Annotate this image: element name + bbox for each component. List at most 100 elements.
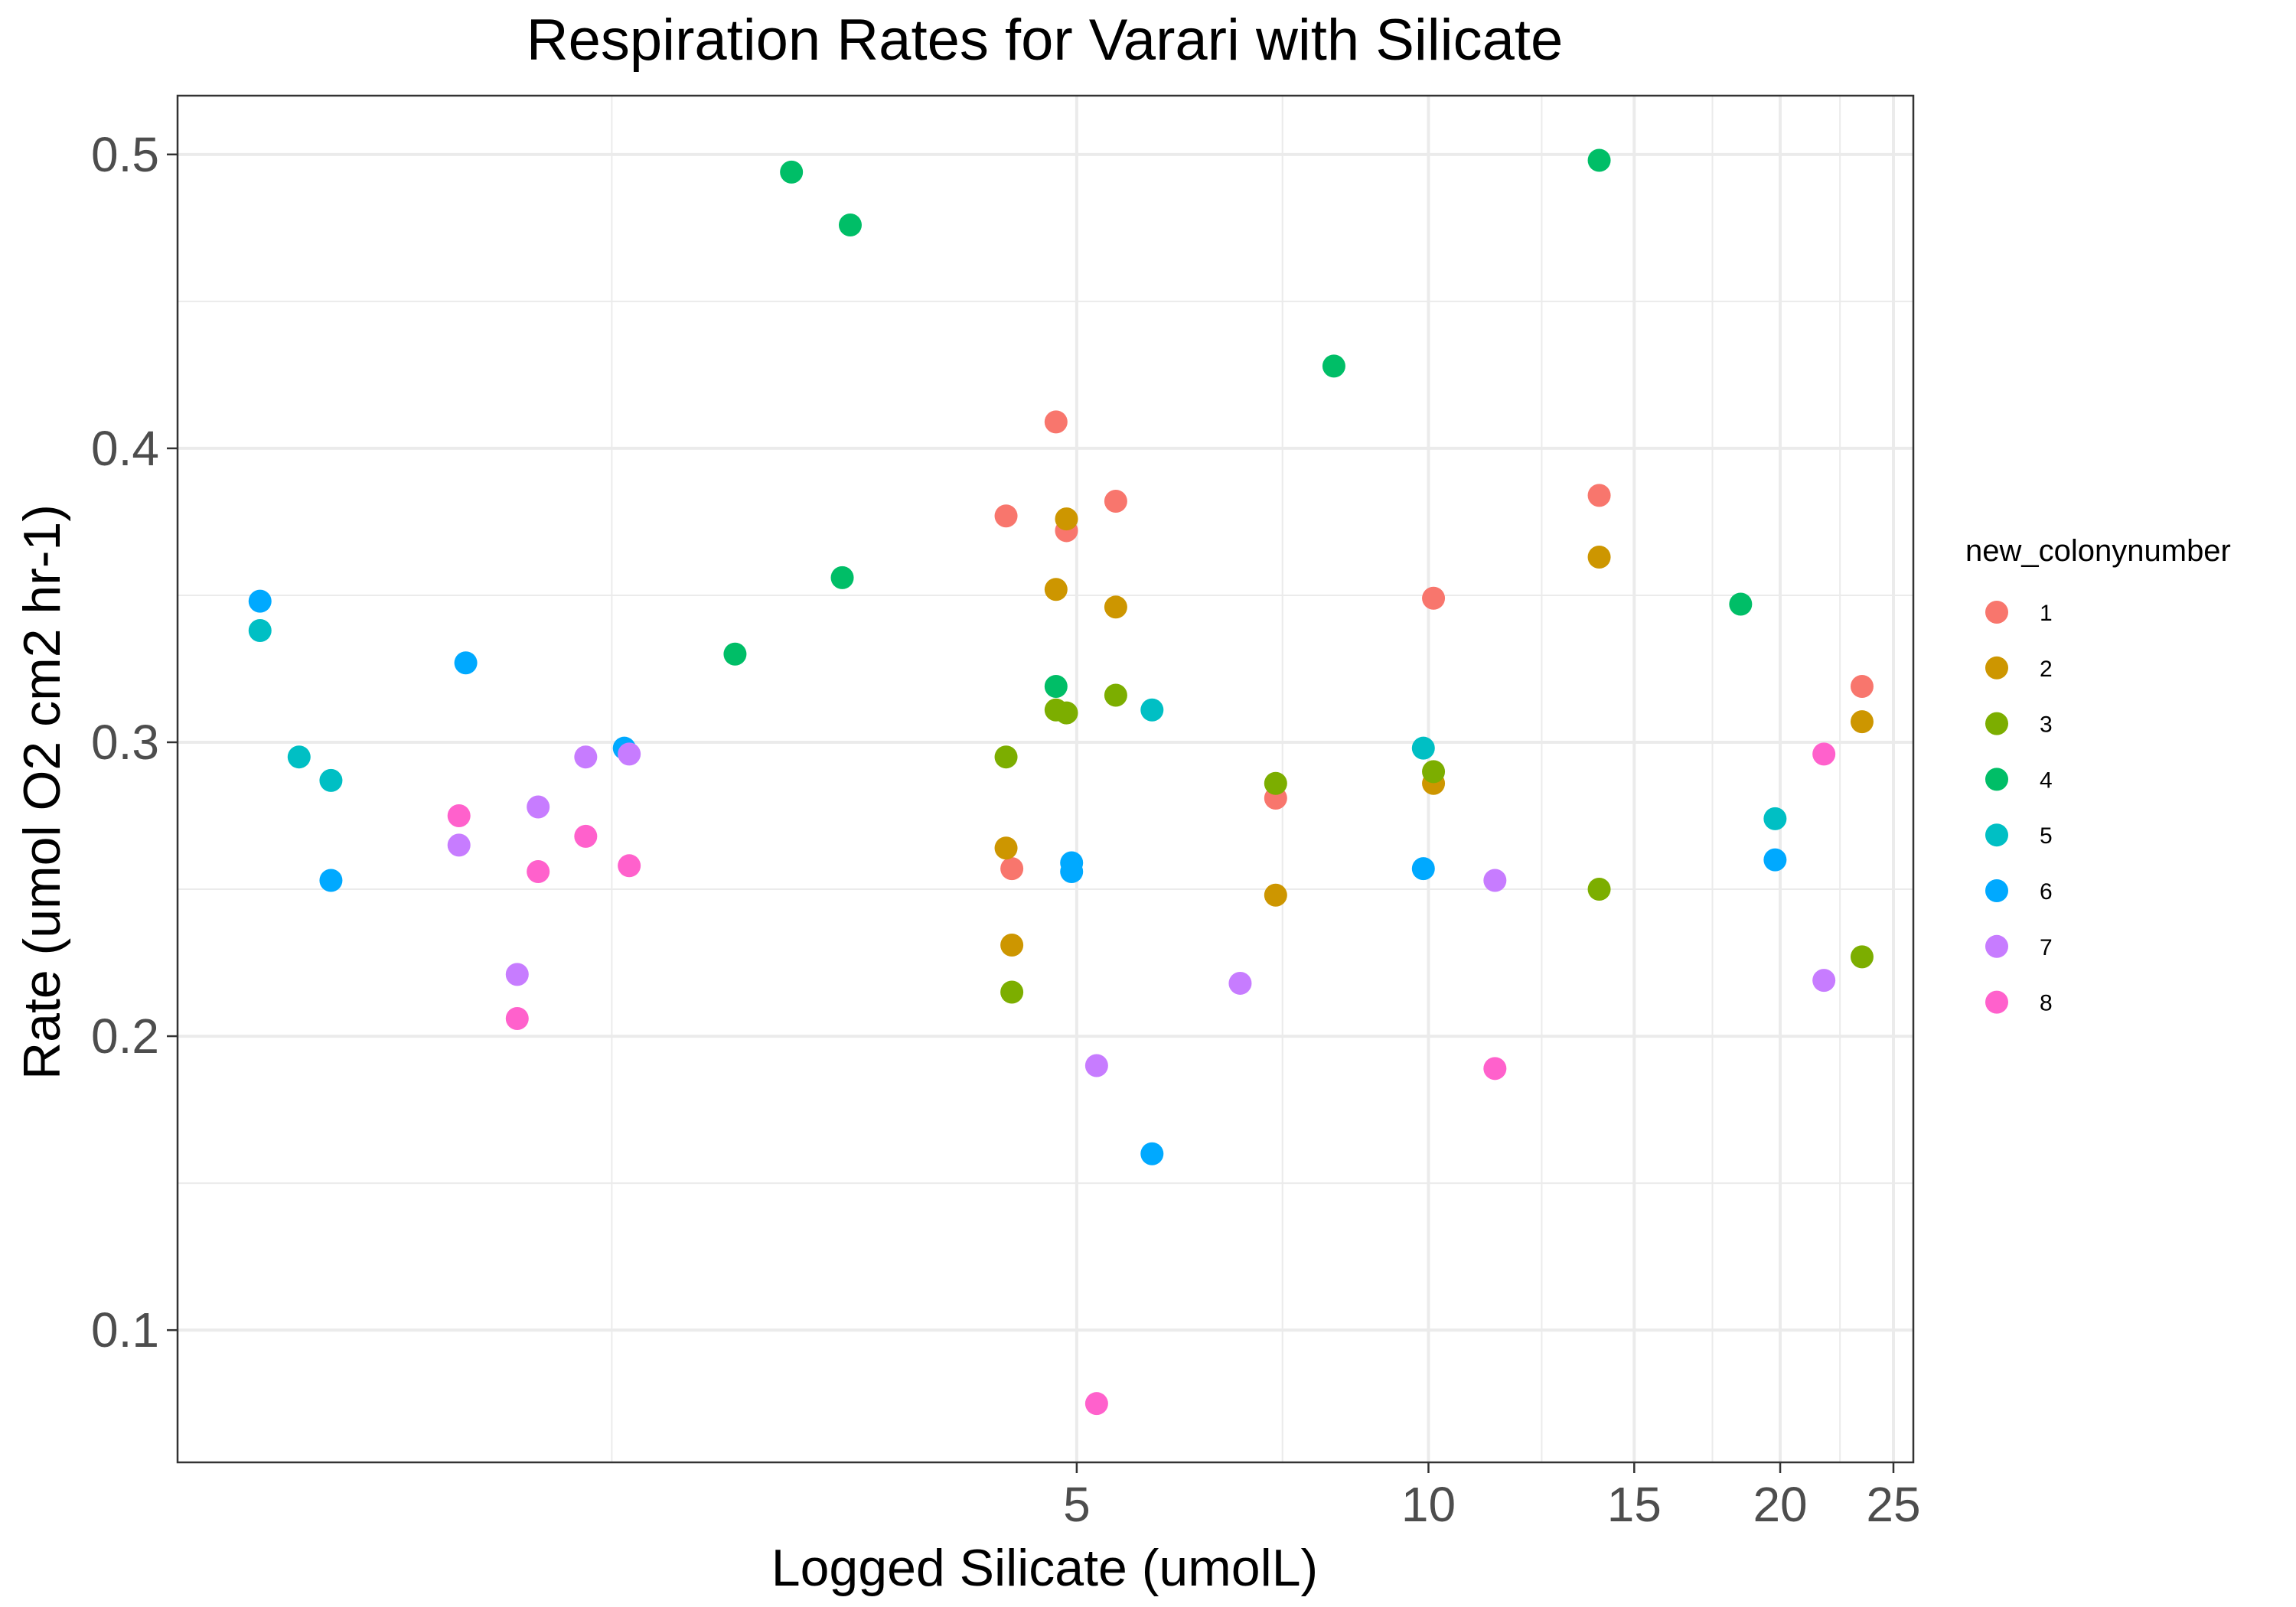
panel-border: [176, 94, 1915, 1464]
data-point-series-4: [780, 160, 804, 184]
legend-items: 1 2 3 4 5 6 7 8: [1985, 601, 2053, 1016]
data-point-series-1: [1104, 490, 1127, 513]
data-point-series-8: [1084, 1392, 1108, 1416]
legend-label-8: 8: [2040, 991, 2053, 1016]
data-point-series-1: [1850, 675, 1874, 699]
data-point-series-3: [1850, 945, 1874, 969]
data-point-series-5: [248, 619, 272, 643]
data-point-series-8: [1483, 1057, 1507, 1081]
data-point-series-8: [618, 854, 641, 878]
data-point-series-4: [1729, 592, 1753, 616]
data-point-series-6: [454, 651, 478, 675]
data-points: [248, 148, 1874, 1416]
data-point-series-4: [723, 642, 747, 666]
legend-key-5: [1985, 823, 2008, 847]
y-tick-label: 0.5: [91, 127, 159, 182]
y-tick-label: 0.3: [91, 715, 159, 770]
data-point-series-8: [527, 859, 550, 883]
data-point-series-6: [1411, 857, 1435, 881]
y-tick-label: 0.4: [91, 421, 159, 476]
data-point-series-8: [1812, 742, 1836, 766]
data-point-series-4: [1322, 354, 1345, 378]
data-point-series-8: [574, 824, 598, 848]
y-axis-title: Rate (umol O2 cm2 hr-1): [13, 504, 71, 1080]
data-point-series-3: [1264, 771, 1287, 795]
data-point-series-7: [447, 833, 471, 857]
data-point-series-8: [447, 804, 471, 828]
legend-label-1: 1: [2040, 601, 2053, 626]
data-point-series-4: [1044, 675, 1068, 699]
data-point-series-2: [1264, 883, 1287, 907]
data-point-series-1: [1422, 586, 1446, 610]
legend-key-2: [1985, 656, 2008, 680]
data-point-series-7: [1483, 869, 1507, 892]
data-point-series-8: [505, 1007, 529, 1031]
legend-label-5: 5: [2040, 823, 2053, 849]
data-point-series-1: [1587, 484, 1611, 507]
legend-key-4: [1985, 768, 2008, 791]
data-point-series-1: [994, 504, 1018, 528]
data-point-series-4: [830, 566, 854, 589]
data-point-series-2: [1104, 595, 1127, 619]
data-point-series-5: [319, 768, 343, 792]
data-point-series-7: [1084, 1054, 1108, 1077]
legend-key-3: [1985, 712, 2008, 735]
data-point-series-5: [1763, 807, 1787, 830]
data-point-series-2: [1000, 934, 1024, 957]
data-point-series-2: [1044, 578, 1068, 601]
data-point-series-6: [319, 869, 343, 892]
x-tick-label: 15: [1607, 1477, 1662, 1532]
x-axis-title: Logged Silicate (umolL): [771, 1539, 1318, 1597]
data-point-series-3: [1104, 683, 1127, 707]
data-point-series-2: [994, 836, 1018, 860]
data-point-series-3: [1000, 980, 1024, 1004]
y-tick-label: 0.2: [91, 1009, 159, 1064]
legend-key-8: [1985, 990, 2008, 1014]
x-tick-label: 10: [1401, 1477, 1456, 1532]
legend-key-6: [1985, 879, 2008, 902]
y-axis-ticks: 0.1 0.2 0.3 0.4 0.5: [91, 127, 178, 1358]
data-point-series-5: [1411, 736, 1435, 760]
data-point-series-4: [1587, 148, 1611, 172]
data-point-series-7: [527, 795, 550, 819]
data-point-series-3: [1587, 878, 1611, 901]
data-point-series-6: [248, 589, 272, 613]
legend-title: new_colonynumber: [1965, 534, 2231, 568]
data-point-series-7: [574, 745, 598, 769]
data-point-series-3: [1055, 701, 1078, 725]
panel-grid: [178, 96, 1913, 1462]
data-point-series-7: [618, 742, 641, 766]
legend: new_colonynumber 1 2 3 4 5 6 7 8: [1965, 534, 2231, 1016]
data-point-series-6: [1060, 859, 1084, 883]
data-point-series-2: [1587, 546, 1611, 569]
data-point-series-3: [994, 745, 1018, 769]
data-point-series-7: [505, 963, 529, 986]
x-axis-ticks: 5 10 15 20 25: [1063, 1462, 1921, 1532]
data-point-series-7: [1812, 969, 1836, 993]
data-point-series-6: [1140, 1142, 1164, 1165]
x-tick-label: 5: [1063, 1477, 1091, 1532]
legend-label-4: 4: [2040, 768, 2053, 793]
legend-key-1: [1985, 601, 2008, 624]
legend-label-6: 6: [2040, 879, 2053, 905]
data-point-series-5: [287, 745, 311, 769]
legend-label-3: 3: [2040, 712, 2053, 738]
y-tick-label: 0.1: [91, 1302, 159, 1358]
data-point-series-1: [1044, 410, 1068, 434]
x-tick-label: 20: [1753, 1477, 1807, 1532]
data-point-series-2: [1850, 710, 1874, 734]
data-point-series-1: [1000, 857, 1024, 881]
x-tick-label: 25: [1866, 1477, 1920, 1532]
data-point-series-2: [1055, 507, 1078, 531]
legend-label-7: 7: [2040, 935, 2053, 960]
chart-title: Respiration Rates for Varari with Silica…: [527, 8, 1563, 73]
data-point-series-4: [838, 213, 862, 236]
legend-label-2: 2: [2040, 657, 2053, 682]
data-point-series-3: [1422, 760, 1446, 784]
data-point-series-5: [1140, 698, 1164, 722]
data-point-series-6: [1763, 848, 1787, 872]
data-point-series-7: [1228, 971, 1252, 995]
